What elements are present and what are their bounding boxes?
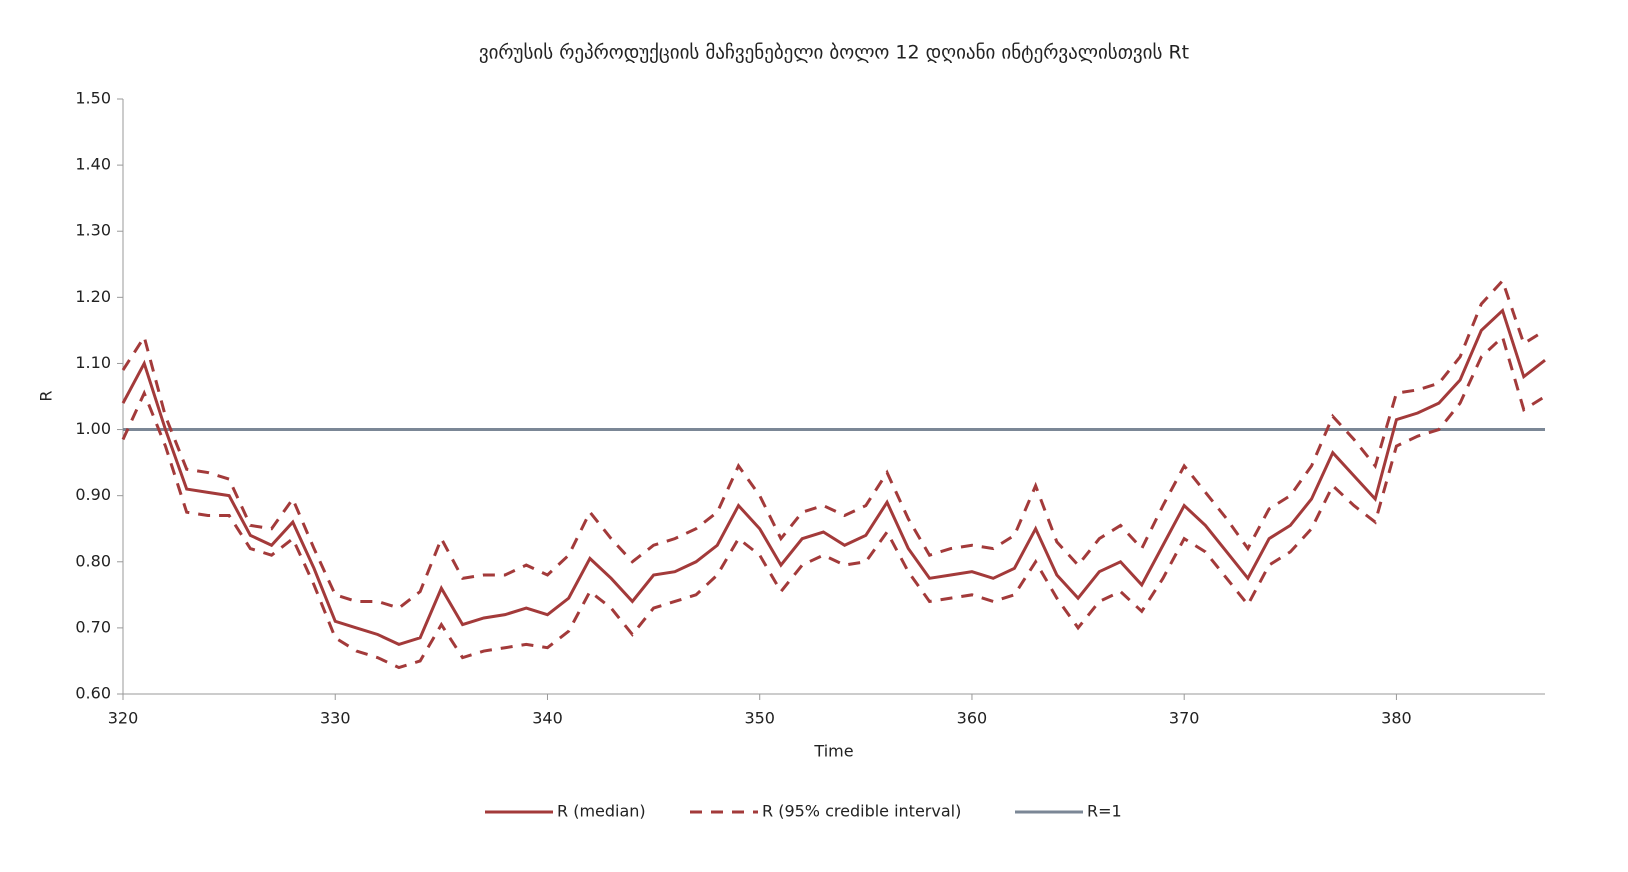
x-tick-label: 320	[108, 709, 139, 728]
y-tick-label: 0.70	[75, 617, 111, 636]
legend-label: R (median)	[557, 802, 646, 821]
series-line	[121, 307, 1546, 647]
x-axis-label: Time	[813, 742, 853, 761]
series-line-lower	[121, 334, 1546, 670]
x-tick-label: 330	[320, 709, 351, 728]
y-axis-label: R	[37, 390, 56, 401]
series-line	[121, 277, 1546, 610]
chart-title: ვირუსის რეპროდუქციის მაჩვენებელი ბოლო 12…	[479, 42, 1189, 64]
y-tick-label: 0.90	[75, 485, 111, 504]
y-tick-label: 1.20	[75, 287, 111, 306]
y-tick-label: 1.30	[75, 221, 111, 240]
x-tick-label: 360	[957, 709, 988, 728]
y-tick-label: 1.10	[75, 353, 111, 372]
y-tick-label: 1.50	[75, 89, 111, 108]
legend-label: R (95% credible interval)	[762, 802, 961, 821]
y-tick-label: 1.40	[75, 155, 111, 174]
x-tick-label: 350	[744, 709, 775, 728]
x-tick-label: 370	[1169, 709, 1200, 728]
y-tick-label: 0.60	[75, 684, 111, 703]
x-tick-label: 340	[532, 709, 563, 728]
y-tick-label: 1.00	[75, 419, 111, 438]
legend-label: R=1	[1087, 802, 1122, 821]
x-tick-label: 380	[1381, 709, 1412, 728]
y-tick-label: 0.80	[75, 551, 111, 570]
